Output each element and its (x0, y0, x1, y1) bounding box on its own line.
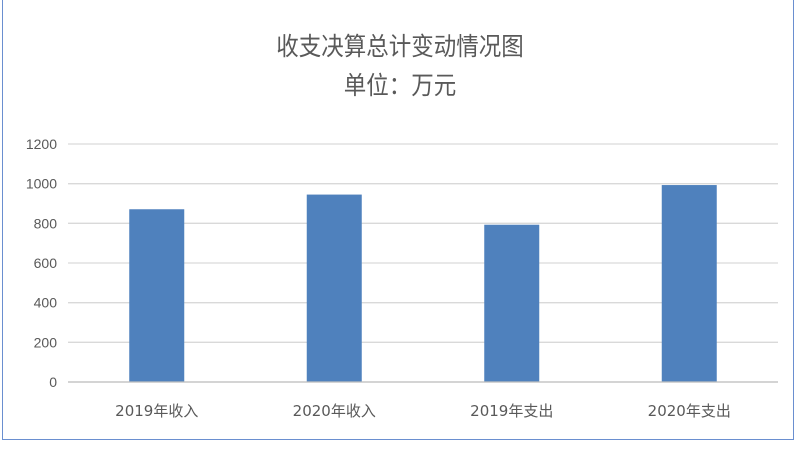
x-tick-label: 2020年收入 (293, 402, 376, 420)
bar (484, 224, 540, 382)
y-tick-label: 400 (34, 295, 58, 311)
bar (661, 185, 717, 382)
y-tick-label: 600 (34, 255, 58, 271)
chart-title: 收支决算总计变动情况图 (276, 32, 524, 61)
chart-subtitle: 单位：万元 (343, 71, 457, 100)
y-tick-label: 1000 (26, 176, 57, 192)
y-tick-label: 0 (49, 374, 57, 390)
x-tick-label: 2019年收入 (115, 402, 198, 420)
bar (306, 194, 362, 382)
x-tick-label: 2020年支出 (648, 402, 731, 420)
y-tick-label: 1200 (26, 136, 57, 152)
bar (129, 209, 185, 382)
x-tick-label: 2019年支出 (470, 402, 553, 420)
y-tick-label: 800 (34, 215, 58, 231)
y-tick-label: 200 (34, 334, 58, 350)
